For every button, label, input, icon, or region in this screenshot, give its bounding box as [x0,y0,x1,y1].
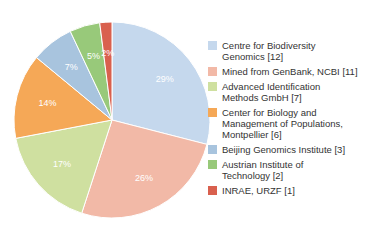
html-text:Beijing Genomics Institute [3]: Beijing Genomics Institute [3] [222,144,345,155]
svg-text:2%: 2% [101,48,114,58]
html-text:INRAE, URZF [1]: INRAE, URZF [1] [222,185,295,196]
html-text:Advanced Identification Method: Advanced Identification Methods GmbH [7] [222,81,321,103]
svg-text:14%: 14% [38,98,56,108]
svg-text:26%: 26% [135,173,153,183]
svg-text:7%: 7% [65,62,78,72]
html-text:Mined from GenBank, NCBI [11]: Mined from GenBank, NCBI [11] [222,66,358,77]
html-text:Centre for Biodiversity Genomi: Centre for Biodiversity Genomics [12] [222,40,316,62]
html-text:Center for Biology and Managem: Center for Biology and Management of Pop… [222,107,343,140]
html-text:Austrian Institute of Technolo: Austrian Institute of Technology [2] [222,159,304,181]
svg-text:29%: 29% [156,74,174,84]
svg-text:5%: 5% [87,51,100,61]
svg-text:17%: 17% [53,159,71,169]
